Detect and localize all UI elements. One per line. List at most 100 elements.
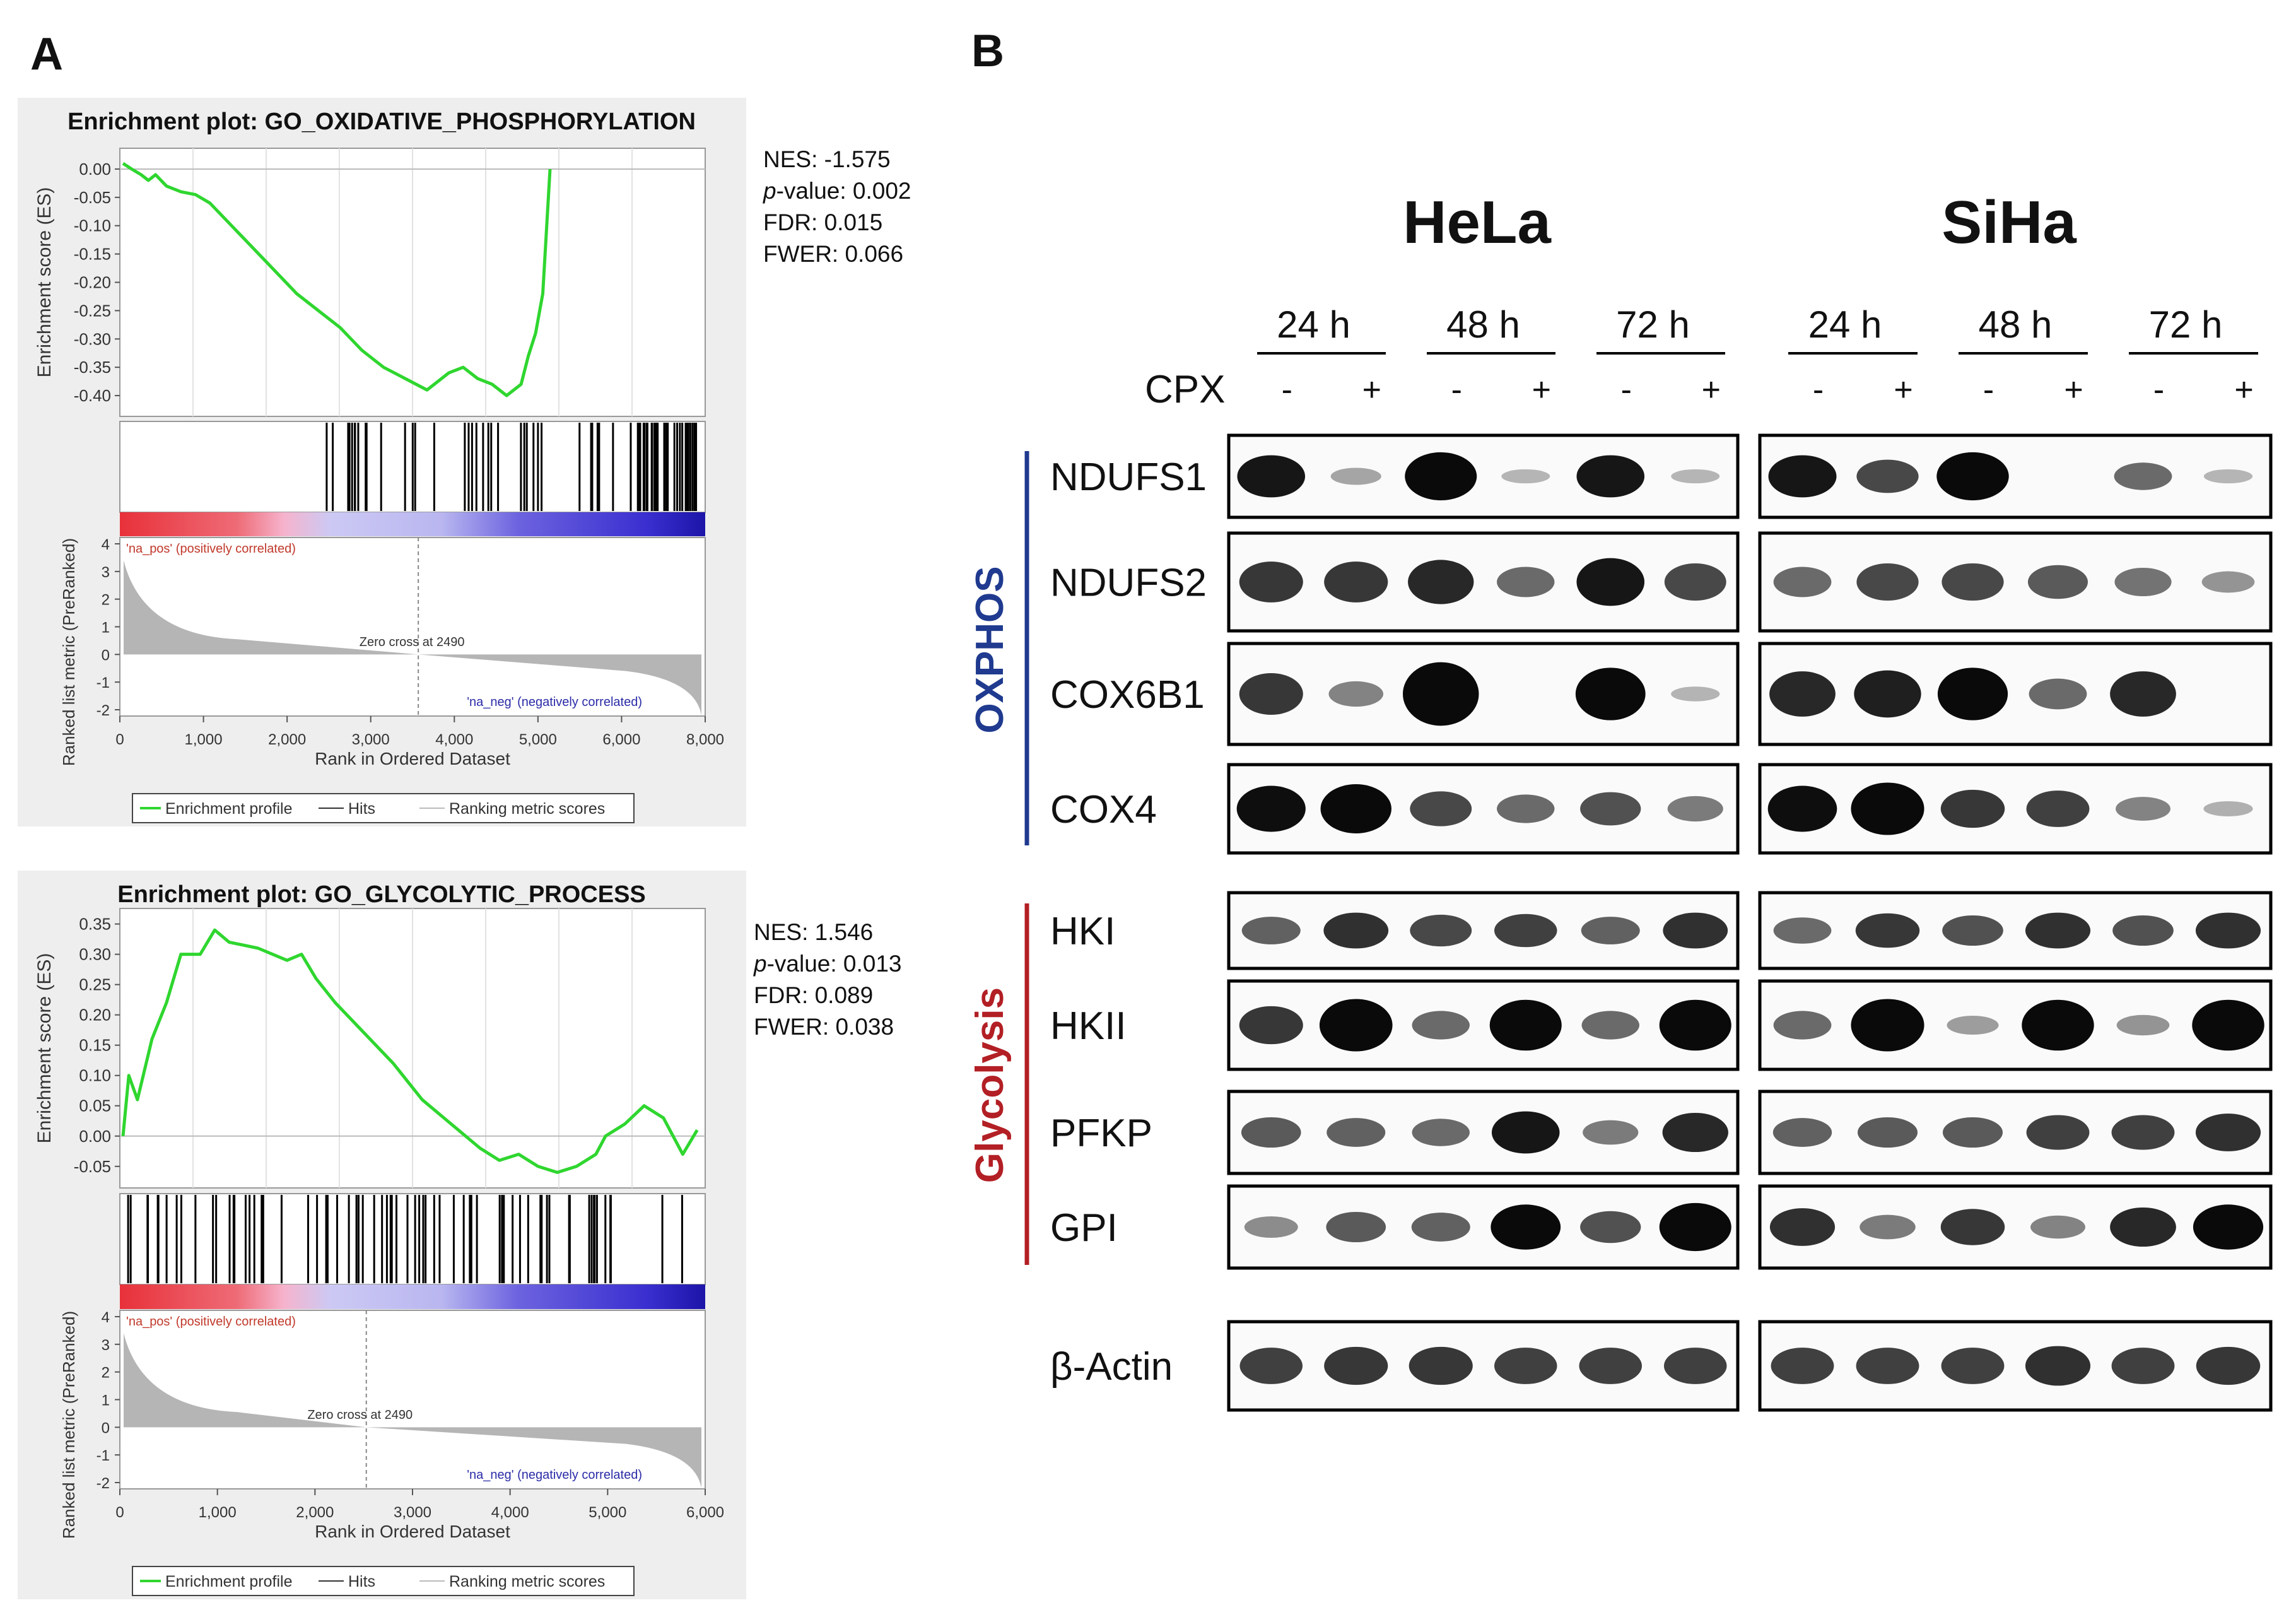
x-tick-label: 6,000 xyxy=(686,1504,724,1521)
metric-tick-label: 1 xyxy=(102,620,110,637)
legend-box xyxy=(132,793,635,823)
timepoint-label: 48 h xyxy=(1979,303,2053,346)
x-tick-label: 6,000 xyxy=(602,731,640,748)
legend-hits: Hits xyxy=(348,1573,375,1590)
es-tick-label: 0.15 xyxy=(79,1036,111,1055)
blot-band xyxy=(2111,1115,2175,1150)
rank-color-bar xyxy=(120,512,705,536)
blot-band xyxy=(1241,1117,1301,1148)
treatment-sign: + xyxy=(2234,372,2253,408)
timepoint-label: 72 h xyxy=(2149,303,2223,346)
es-tick-label: -0.05 xyxy=(74,1157,111,1176)
stat-value: -1.575 xyxy=(824,146,891,172)
blot-band xyxy=(2192,999,2264,1051)
group-label-glycolysis: Glycolysis xyxy=(968,987,1012,1183)
blot-band xyxy=(1671,686,1720,702)
blot-band xyxy=(2195,912,2261,949)
protein-label: β-Actin xyxy=(1050,1345,1173,1389)
blot-band xyxy=(1940,789,2005,828)
blot-frame xyxy=(1227,979,1740,1071)
stat-line: p-value: 0.013 xyxy=(753,951,902,977)
blot-band xyxy=(1412,1119,1470,1146)
blot-band xyxy=(2030,1215,2085,1239)
zero-cross-label: Zero cross at 2490 xyxy=(307,1408,413,1422)
blot-band xyxy=(1662,1112,1728,1153)
group-label-oxphos: OXPHOS xyxy=(968,566,1012,733)
hits-area xyxy=(119,1193,706,1285)
metric-area xyxy=(119,537,706,717)
protein-label: GPI xyxy=(1050,1206,1118,1250)
blot-frame xyxy=(1758,531,2273,633)
blot-band xyxy=(2195,1114,2261,1151)
blot-frame xyxy=(1758,891,2273,970)
es-tick-label: 0.00 xyxy=(79,160,111,179)
blot-band xyxy=(2201,571,2255,593)
blot-band xyxy=(1663,912,1728,949)
blot-band xyxy=(1497,794,1555,823)
blot-band xyxy=(2193,1204,2264,1250)
x-tick-label: 5,000 xyxy=(519,731,557,748)
blot-band xyxy=(2116,1014,2170,1036)
blot-band xyxy=(1941,1348,2005,1384)
blot-band xyxy=(1583,1120,1639,1145)
blot-frame xyxy=(1227,1184,1740,1270)
blot-band xyxy=(1241,917,1301,944)
blot-band xyxy=(1494,1348,1557,1384)
x-tick-label: 3,000 xyxy=(352,731,390,748)
blot-band xyxy=(2116,797,2170,821)
plot-title: Enrichment plot: GO_GLYCOLYTIC_PROCESS xyxy=(117,881,646,908)
metric-area xyxy=(119,1310,706,1490)
blot-band xyxy=(1408,560,1474,604)
es-tick-label: 0.00 xyxy=(79,1127,111,1146)
stat-value: 0.066 xyxy=(845,241,903,267)
legend-profile: Enrichment profile xyxy=(165,1573,292,1590)
blot-frame xyxy=(1758,1184,2273,1270)
blot-band xyxy=(2203,801,2253,817)
legend-hits: Hits xyxy=(348,800,375,818)
x-tick-label: 2,000 xyxy=(268,731,306,748)
blot-band xyxy=(2025,1346,2091,1386)
blot-band xyxy=(1324,561,1388,602)
metric-axis-label: Ranked list metric (PreRanked) xyxy=(59,1311,78,1539)
treatment-label: CPX xyxy=(1145,368,1225,411)
protein-label: HKII xyxy=(1050,1004,1127,1048)
es-tick-label: -0.15 xyxy=(74,245,111,264)
stat-key: NES: xyxy=(754,919,815,945)
blot-band xyxy=(1942,1117,2003,1148)
blot-band xyxy=(1328,681,1384,707)
stat-key: NES: xyxy=(763,146,824,172)
stat-value: 0.015 xyxy=(824,209,883,235)
metric-tick-label: -1 xyxy=(97,674,110,691)
es-axis-label: Enrichment score (ES) xyxy=(34,953,55,1144)
blot-band xyxy=(1411,1213,1470,1242)
stat-value: 0.002 xyxy=(853,178,911,204)
blot-frame xyxy=(1227,763,1740,855)
gsea-plot-2: Enrichment plot: GO_GLYCOLYTIC_PROCESS 0.… xyxy=(18,871,902,1599)
treatment-sign: + xyxy=(1362,372,1381,408)
x-axis-label: Rank in Ordered Dataset xyxy=(315,749,510,768)
blot-band xyxy=(2110,671,2176,717)
metric-tick-label: -1 xyxy=(97,1447,110,1464)
treatment-sign: - xyxy=(1451,372,1462,408)
metric-tick-label: 0 xyxy=(102,1419,110,1437)
x-tick-label: 4,000 xyxy=(435,731,473,748)
x-axis-label: Rank in Ordered Dataset xyxy=(315,1522,510,1541)
blot-band xyxy=(1575,667,1646,720)
blot-band xyxy=(1659,999,1731,1051)
treatment-sign: - xyxy=(1621,372,1632,408)
blot-band xyxy=(1324,1346,1388,1385)
legend-box xyxy=(132,1566,635,1596)
blot-frame xyxy=(1227,433,1740,519)
protein-label: NDUFS1 xyxy=(1050,455,1207,499)
timepoint-label: 48 h xyxy=(1446,303,1520,346)
treatment-sign: + xyxy=(1894,372,1912,408)
blot-band xyxy=(1772,1118,1832,1147)
blot-band xyxy=(1860,1214,1916,1240)
blot-band xyxy=(1580,1211,1641,1243)
treatment-sign: + xyxy=(1532,372,1551,408)
blot-band xyxy=(1581,1011,1639,1040)
panel-label-b: B xyxy=(971,26,1004,76)
blot-band xyxy=(1236,785,1306,832)
timepoint-label: 24 h xyxy=(1277,303,1350,346)
